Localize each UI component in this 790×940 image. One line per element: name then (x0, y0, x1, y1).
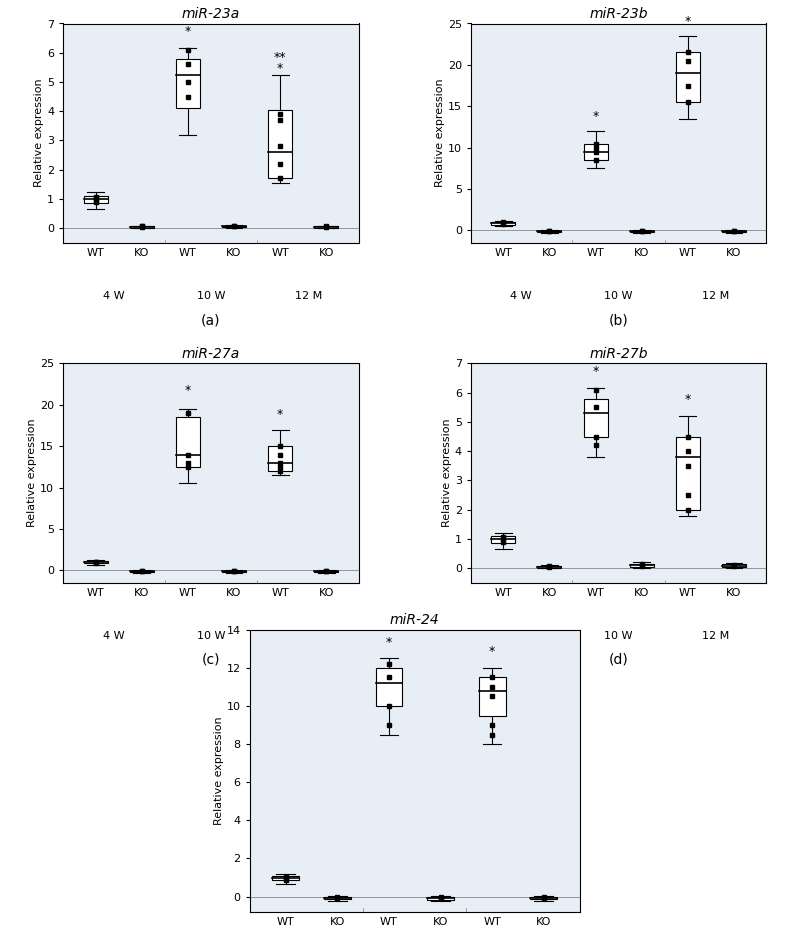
Title: miR-27b: miR-27b (589, 347, 648, 361)
Bar (176, 417, 200, 467)
Text: *: * (185, 25, 191, 39)
Bar (479, 678, 506, 715)
Text: 12 M: 12 M (295, 631, 322, 641)
Bar (491, 222, 515, 225)
Text: *: * (489, 646, 495, 658)
Bar (537, 566, 562, 568)
Text: *: * (277, 62, 284, 74)
Text: *: * (685, 15, 691, 27)
Bar (537, 231, 562, 232)
Bar (630, 230, 653, 232)
Bar (530, 897, 557, 900)
Text: 4 W: 4 W (103, 631, 124, 641)
Text: (b): (b) (609, 313, 629, 327)
Title: miR-23a: miR-23a (182, 7, 240, 21)
Text: 4 W: 4 W (103, 291, 124, 301)
Bar (268, 446, 292, 471)
Y-axis label: Relative expression: Relative expression (442, 419, 452, 527)
Text: *: * (592, 365, 599, 378)
Bar (222, 226, 246, 227)
Bar (84, 196, 107, 203)
Bar (84, 561, 107, 563)
Title: miR-23b: miR-23b (589, 7, 648, 21)
Bar (130, 571, 154, 572)
Text: 10 W: 10 W (197, 291, 225, 301)
Y-axis label: Relative expression: Relative expression (34, 79, 44, 187)
Bar (491, 536, 515, 543)
Bar (222, 571, 246, 572)
Bar (427, 897, 454, 900)
Bar (324, 897, 351, 900)
Y-axis label: Relative expression: Relative expression (435, 79, 445, 187)
Y-axis label: Relative expression: Relative expression (28, 419, 37, 527)
Bar (584, 399, 608, 436)
Bar (273, 875, 299, 881)
Text: 4 W: 4 W (510, 631, 532, 641)
Title: miR-24: miR-24 (390, 613, 439, 627)
Bar (268, 110, 292, 179)
Text: 10 W: 10 W (604, 291, 633, 301)
Text: **: ** (274, 52, 287, 65)
Text: (c): (c) (201, 653, 220, 667)
Bar (722, 564, 746, 567)
Bar (176, 58, 200, 108)
Text: 12 M: 12 M (295, 291, 322, 301)
Text: 10 W: 10 W (197, 631, 225, 641)
Text: (a): (a) (201, 313, 220, 327)
Text: 12 M: 12 M (702, 291, 729, 301)
Text: 12 M: 12 M (702, 631, 729, 641)
Text: *: * (185, 384, 191, 397)
Text: *: * (386, 635, 392, 649)
Bar (630, 564, 653, 567)
Text: *: * (685, 393, 691, 406)
Y-axis label: Relative expression: Relative expression (214, 716, 224, 825)
Bar (722, 230, 746, 232)
Bar (314, 571, 338, 572)
Bar (675, 436, 700, 509)
Bar (584, 144, 608, 160)
Title: miR-27a: miR-27a (182, 347, 240, 361)
Text: (d): (d) (609, 653, 629, 667)
Text: *: * (277, 408, 284, 421)
Bar (375, 668, 402, 706)
Text: 4 W: 4 W (510, 291, 532, 301)
Text: *: * (592, 110, 599, 123)
Bar (675, 53, 700, 102)
Text: 10 W: 10 W (604, 631, 633, 641)
